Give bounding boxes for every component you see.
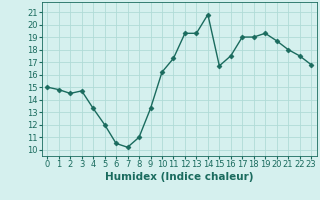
X-axis label: Humidex (Indice chaleur): Humidex (Indice chaleur) — [105, 172, 253, 182]
